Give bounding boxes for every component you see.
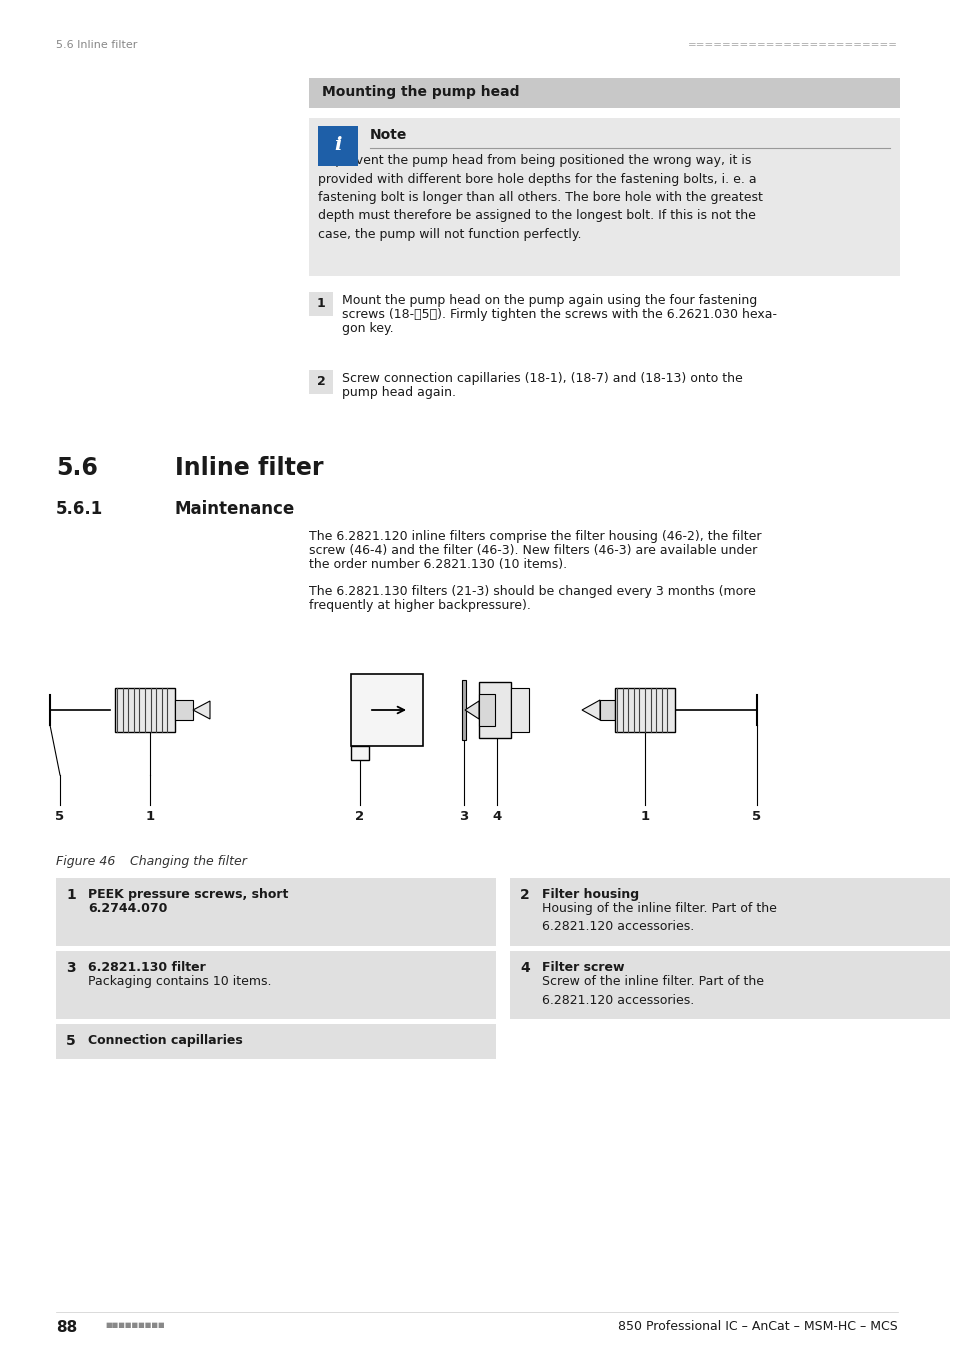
Text: 1: 1 (639, 810, 649, 824)
Text: frequently at higher backpressure).: frequently at higher backpressure). (309, 599, 530, 612)
Polygon shape (464, 701, 478, 720)
Text: 2: 2 (355, 810, 364, 824)
Text: ========================: ======================== (687, 40, 897, 50)
Text: gon key.: gon key. (341, 323, 394, 335)
Text: pump head again.: pump head again. (341, 386, 456, 400)
Text: The 6.2821.130 filters (21-3) should be changed every 3 months (more: The 6.2821.130 filters (21-3) should be … (309, 585, 755, 598)
Text: 850 Professional IC – AnCat – MSM-HC – MCS: 850 Professional IC – AnCat – MSM-HC – M… (618, 1320, 897, 1332)
Text: 5.6 Inline filter: 5.6 Inline filter (56, 40, 137, 50)
Text: 88: 88 (56, 1320, 77, 1335)
Text: 2: 2 (519, 888, 529, 902)
Text: 5.6.1: 5.6.1 (56, 500, 103, 518)
Text: 1: 1 (145, 810, 154, 824)
Bar (115, 688, 174, 732)
Text: ■■■■■■■■■: ■■■■■■■■■ (105, 1322, 165, 1328)
Bar (174, 701, 193, 720)
Text: The 6.2821.120 inline filters comprise the filter housing (46-2), the filter: The 6.2821.120 inline filters comprise t… (309, 531, 760, 543)
Polygon shape (581, 701, 599, 720)
Text: Packaging contains 10 items.: Packaging contains 10 items. (88, 975, 272, 988)
Bar (317, 126, 357, 166)
Text: the order number 6.2821.130 (10 items).: the order number 6.2821.130 (10 items). (309, 558, 566, 571)
Text: 2: 2 (316, 375, 325, 387)
Bar (56, 878, 496, 946)
Text: 1: 1 (66, 888, 75, 902)
Text: To prevent the pump head from being positioned the wrong way, it is
provided wit: To prevent the pump head from being posi… (317, 154, 762, 242)
Bar (309, 292, 333, 316)
Text: 6.2744.070: 6.2744.070 (88, 902, 167, 915)
Bar (510, 950, 949, 1019)
Text: 5: 5 (752, 810, 760, 824)
Text: Maintenance: Maintenance (174, 500, 294, 518)
Bar (309, 78, 899, 108)
Text: 5: 5 (55, 810, 65, 824)
Text: Screw of the inline filter. Part of the
6.2821.120 accessories.: Screw of the inline filter. Part of the … (541, 975, 763, 1007)
Text: Housing of the inline filter. Part of the
6.2821.120 accessories.: Housing of the inline filter. Part of th… (541, 902, 776, 933)
Text: Mount the pump head on the pump again using the four fastening: Mount the pump head on the pump again us… (341, 294, 757, 306)
Text: PEEK pressure screws, short: PEEK pressure screws, short (88, 888, 288, 900)
Bar (309, 117, 899, 275)
Text: 5: 5 (66, 1034, 75, 1048)
Text: 1: 1 (316, 297, 325, 310)
Text: Mounting the pump head: Mounting the pump head (322, 85, 519, 99)
Bar (461, 680, 465, 740)
Bar (351, 674, 422, 747)
Bar (351, 747, 369, 760)
Text: screw (46-4) and the filter (46-3). New filters (46-3) are available under: screw (46-4) and the filter (46-3). New … (309, 544, 757, 558)
Bar (511, 688, 529, 732)
Text: 4: 4 (519, 961, 529, 975)
Text: Filter screw: Filter screw (541, 961, 624, 973)
Text: Connection capillaries: Connection capillaries (88, 1034, 242, 1048)
Text: screws (18-5). Firmly tighten the screws with the 6.2621.030 hexa-: screws (18-5). Firmly tighten the scre… (341, 308, 776, 321)
Bar (510, 878, 949, 946)
Text: Note: Note (370, 128, 407, 142)
Text: Inline filter: Inline filter (174, 456, 323, 481)
Text: 3: 3 (66, 961, 75, 975)
Text: Changing the filter: Changing the filter (130, 855, 247, 868)
Text: 3: 3 (459, 810, 468, 824)
Text: Filter housing: Filter housing (541, 888, 639, 900)
Text: Screw connection capillaries (18-1), (18-7) and (18-13) onto the: Screw connection capillaries (18-1), (18… (341, 373, 742, 385)
Bar (478, 682, 511, 738)
Bar (309, 370, 333, 394)
Bar (599, 701, 615, 720)
Bar (615, 688, 675, 732)
Text: 6.2821.130 filter: 6.2821.130 filter (88, 961, 206, 973)
Text: 5.6: 5.6 (56, 456, 98, 481)
Polygon shape (193, 701, 210, 720)
Text: i: i (334, 136, 341, 154)
Text: 4: 4 (492, 810, 501, 824)
Bar (56, 950, 496, 1019)
Bar (56, 1025, 496, 1058)
Text: Figure 46: Figure 46 (56, 855, 115, 868)
Bar (478, 694, 495, 726)
